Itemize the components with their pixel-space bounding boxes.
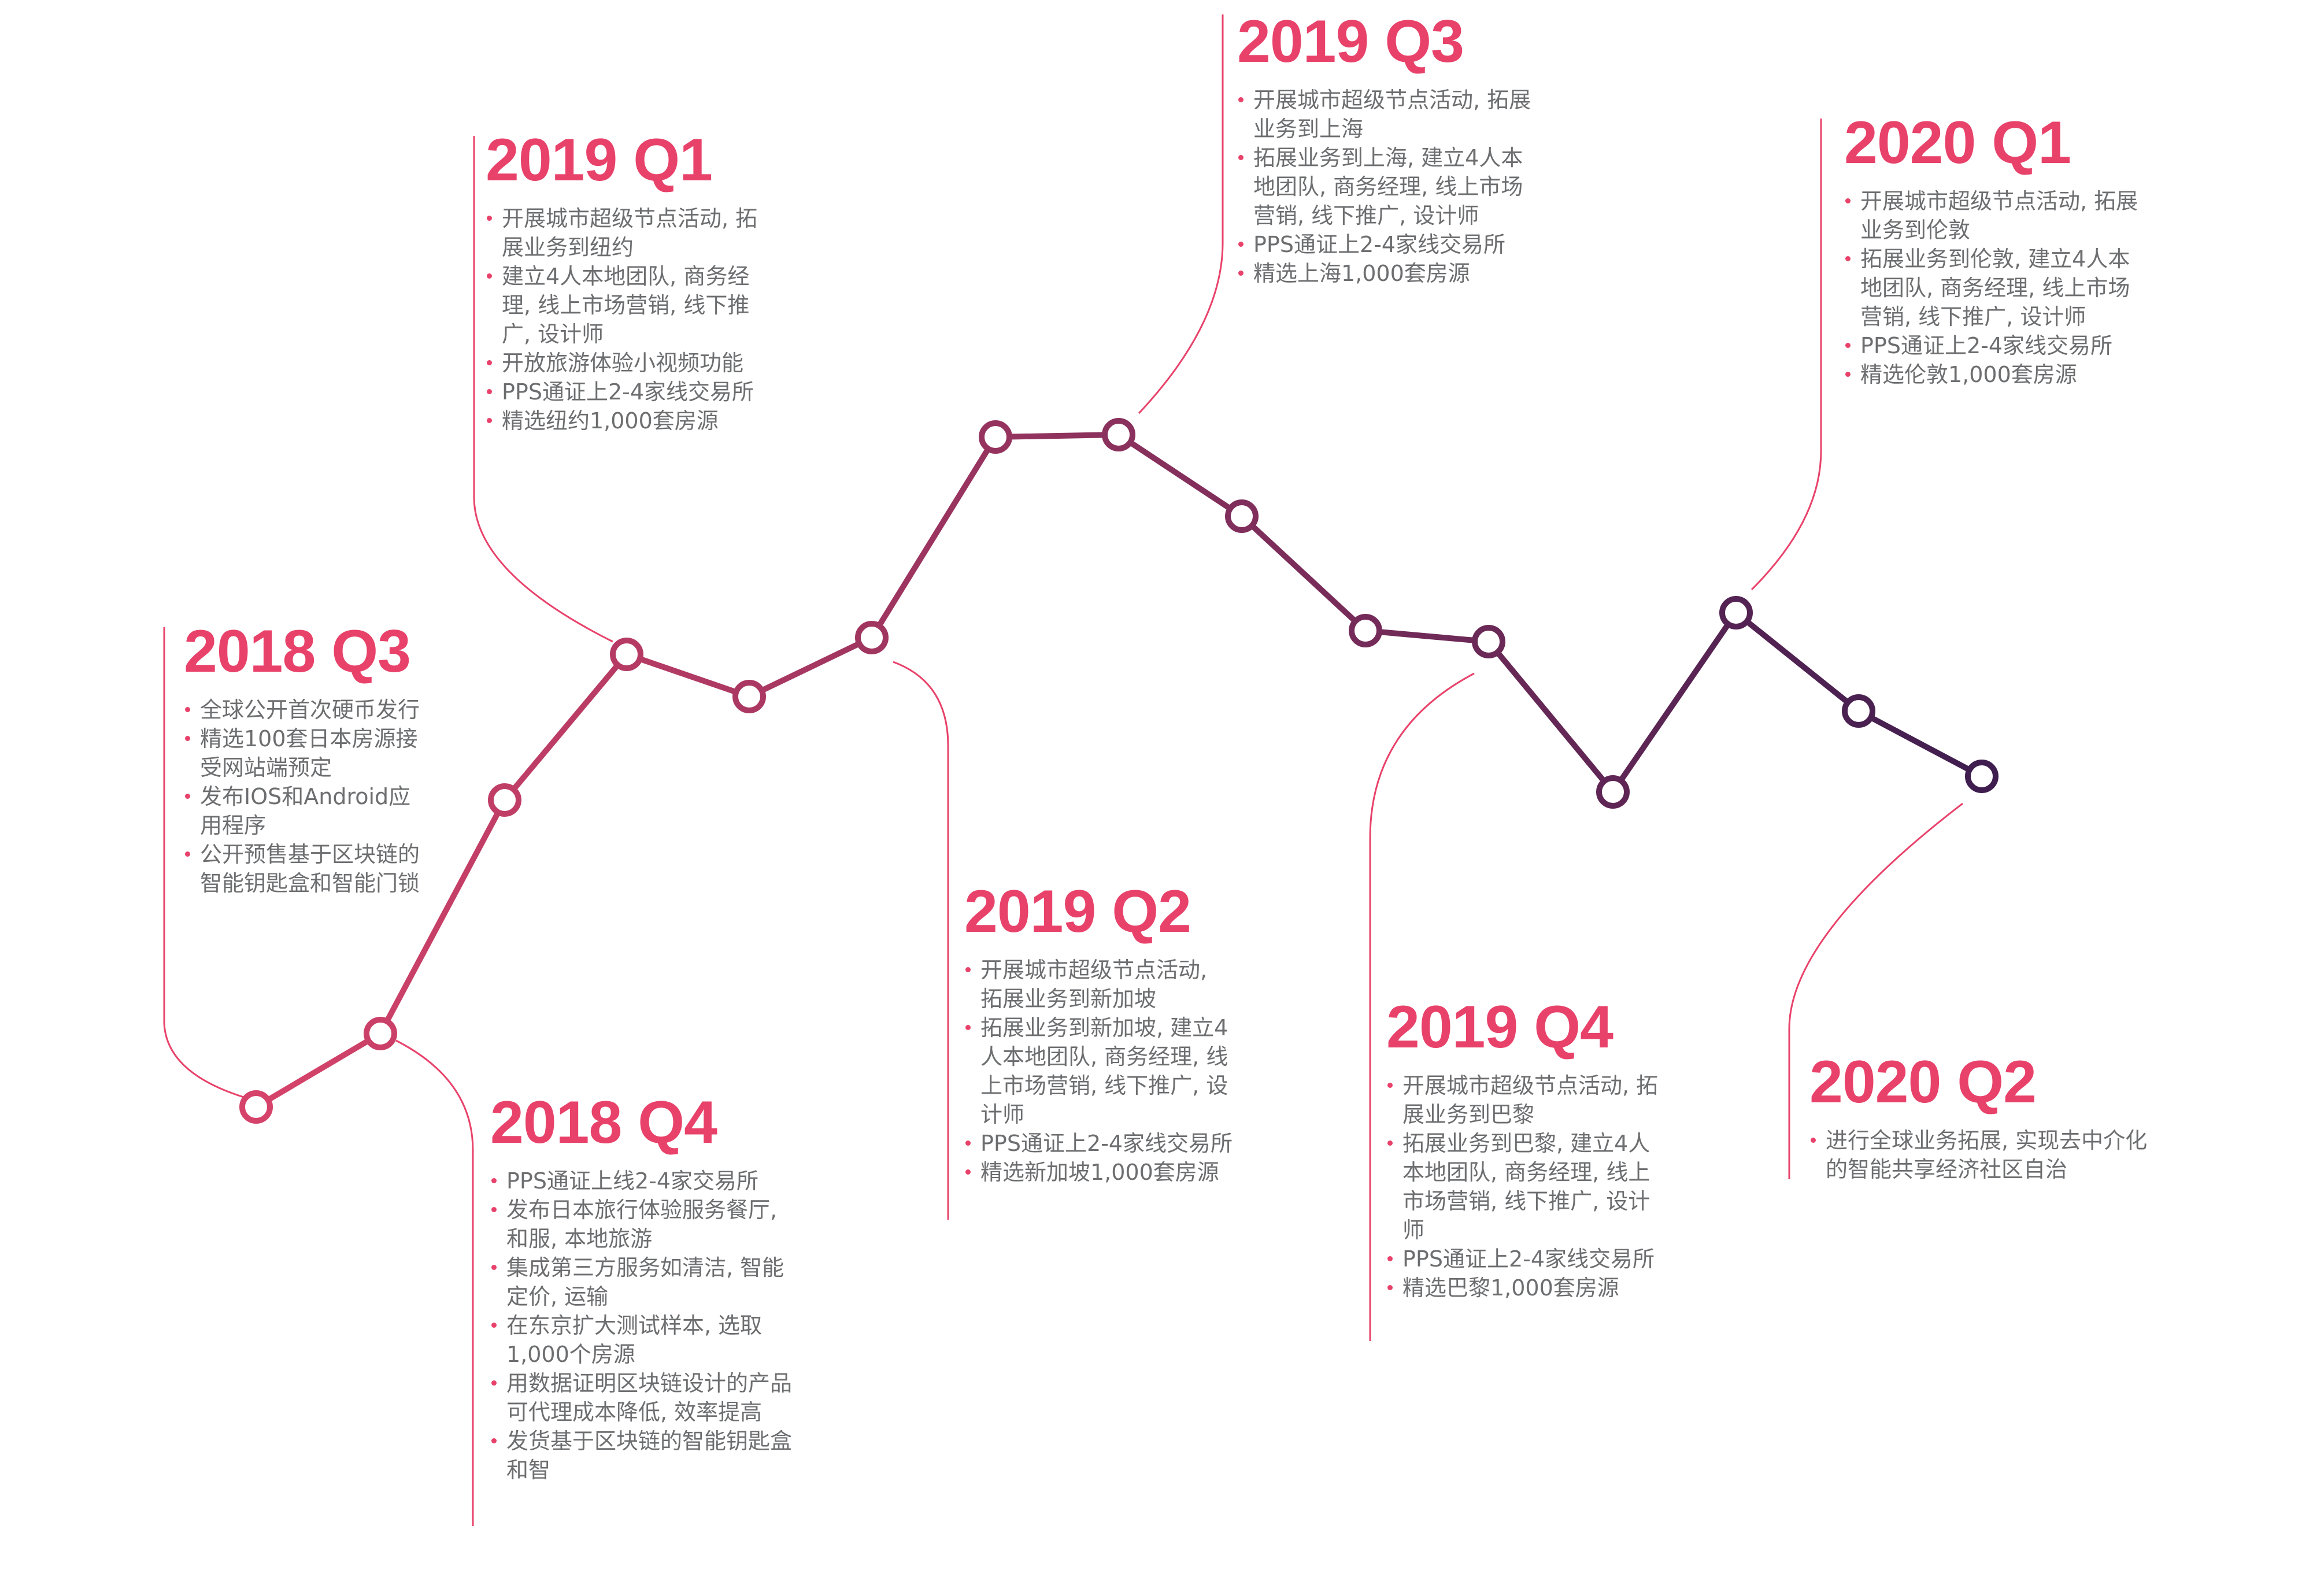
timeline-node xyxy=(610,638,643,671)
milestone-title: 2020 Q2 xyxy=(1809,1049,2037,1116)
list-item: 开展城市超级节点活动, 拓展业务到上海 xyxy=(1237,86,1538,143)
milestone-2018-q4: 2018 Q4 PPS通证上线2-4家交易所 发布日本旅行体验服务餐厅, 和服,… xyxy=(490,1093,802,1484)
milestone-2019-q4: 2019 Q4 开展城市超级节点活动, 拓展业务到巴黎 拓展业务到巴黎, 建立4… xyxy=(1386,997,1664,1302)
timeline-node xyxy=(1102,418,1135,451)
callout-connector xyxy=(1138,14,1224,414)
milestone-list: 开展城市超级节点活动, 拓展业务到伦敦 拓展业务到伦敦, 建立4人本地团队, 商… xyxy=(1844,187,2145,389)
list-item: 建立4人本地团队, 商务经理, 线上市场营销, 线下推广, 设计师 xyxy=(486,262,775,349)
list-item: 精选伦敦1,000套房源 xyxy=(1844,360,2145,389)
timeline-node xyxy=(364,1017,397,1050)
list-item: 精选纽约1,000套房源 xyxy=(486,406,775,435)
milestone-2019-q2: 2019 Q2 开展城市超级节点活动, 拓展业务到新加坡 拓展业务到新加坡, 建… xyxy=(964,882,1236,1187)
milestone-2020-q2: 2020 Q2 进行全球业务拓展, 实现去中介化的智能共享经济社区自治 xyxy=(1809,1052,2162,1184)
callout-connector xyxy=(1369,672,1475,1341)
milestone-list: 全球公开首次硬币发行 精选100套日本房源接受网站端预定 发布IOS和Andro… xyxy=(184,695,432,898)
list-item: 精选新加坡1,000套房源 xyxy=(964,1158,1236,1187)
list-item: 开放旅游体验小视频功能 xyxy=(486,349,775,377)
milestone-2019-q1: 2019 Q1 开展城市超级节点活动, 拓展业务到纽约 建立4人本地团队, 商务… xyxy=(486,130,775,435)
list-item: 精选上海1,000套房源 xyxy=(1237,259,1538,288)
list-item: 拓展业务到上海, 建立4人本地团队, 商务经理, 线上市场营销, 线下推广, 设… xyxy=(1237,143,1538,230)
timeline-node xyxy=(1349,614,1382,647)
list-item: 拓展业务到巴黎, 建立4人本地团队, 商务经理, 线上市场营销, 线下推广, 设… xyxy=(1386,1129,1664,1245)
list-item: PPS通证上2-4家线交易所 xyxy=(1237,230,1538,259)
list-item: 进行全球业务拓展, 实现去中介化的智能共享经济社区自治 xyxy=(1809,1126,2162,1184)
milestone-list: 进行全球业务拓展, 实现去中介化的智能共享经济社区自治 xyxy=(1809,1126,2162,1184)
timeline-node xyxy=(1719,596,1753,629)
milestone-title: 2019 Q2 xyxy=(964,878,1191,945)
milestone-title: 2019 Q4 xyxy=(1386,994,1613,1061)
list-item: 用数据证明区块链设计的产品可代理成本降低, 效率提高 xyxy=(490,1369,802,1427)
list-item: 开展城市超级节点活动, 拓展业务到巴黎 xyxy=(1386,1071,1664,1129)
list-item: PPS通证上线2-4家交易所 xyxy=(490,1167,802,1195)
list-item: 发货基于区块链的智能钥匙盒和智 xyxy=(490,1427,802,1484)
list-item: 精选巴黎1,000套房源 xyxy=(1386,1273,1664,1302)
timeline-node xyxy=(239,1090,273,1124)
milestone-title: 2019 Q3 xyxy=(1237,8,1464,75)
timeline-node xyxy=(1842,694,1875,728)
milestone-list: 开展城市超级节点活动, 拓展业务到巴黎 拓展业务到巴黎, 建立4人本地团队, 商… xyxy=(1386,1071,1664,1302)
timeline-node xyxy=(855,621,889,654)
timeline-node xyxy=(1472,625,1505,658)
list-item: PPS通证上2-4家线交易所 xyxy=(1844,331,2145,360)
callout-connector xyxy=(1751,119,1822,591)
milestone-title: 2019 Q1 xyxy=(486,127,713,194)
list-item: 在东京扩大测试样本, 选取1,000个房源 xyxy=(490,1311,802,1369)
list-item: 开展城市超级节点活动, 拓展业务到纽约 xyxy=(486,204,775,262)
timeline-node xyxy=(1596,775,1630,809)
milestone-2018-q3: 2018 Q3 全球公开首次硬币发行 精选100套日本房源接受网站端预定 发布I… xyxy=(184,621,432,898)
list-item: 公开预售基于区块链的智能钥匙盒和智能门锁 xyxy=(184,840,432,898)
list-item: PPS通证上2-4家线交易所 xyxy=(486,377,775,406)
list-item: 拓展业务到伦敦, 建立4人本地团队, 商务经理, 线上市场营销, 线下推广, 设… xyxy=(1844,245,2145,331)
callout-connector xyxy=(395,1039,474,1526)
milestone-list: PPS通证上线2-4家交易所 发布日本旅行体验服务餐厅, 和服, 本地旅游 集成… xyxy=(490,1167,802,1484)
milestone-list: 开展城市超级节点活动, 拓展业务到上海 拓展业务到上海, 建立4人本地团队, 商… xyxy=(1237,86,1538,288)
timeline-node xyxy=(732,680,766,713)
callout-connector xyxy=(163,627,256,1102)
list-item: PPS通证上2-4家线交易所 xyxy=(1386,1245,1664,1273)
timeline-node xyxy=(488,783,521,817)
callout-connectors xyxy=(163,14,1963,1526)
milestone-2020-q1: 2020 Q1 开展城市超级节点活动, 拓展业务到伦敦 拓展业务到伦敦, 建立4… xyxy=(1844,113,2145,389)
timeline-node xyxy=(979,420,1012,454)
list-item: 开展城市超级节点活动, 拓展业务到新加坡 xyxy=(964,956,1236,1013)
milestone-list: 开展城市超级节点活动, 拓展业务到纽约 建立4人本地团队, 商务经理, 线上市场… xyxy=(486,204,775,435)
list-item: PPS通证上2-4家线交易所 xyxy=(964,1129,1236,1158)
milestone-title: 2018 Q3 xyxy=(184,618,411,685)
list-item: 拓展业务到新加坡, 建立4人本地团队, 商务经理, 线上市场营销, 线下推广, … xyxy=(964,1013,1236,1129)
callout-connector xyxy=(893,661,949,1220)
callout-connector xyxy=(1788,802,1963,1179)
list-item: 全球公开首次硬币发行 xyxy=(184,695,432,724)
milestone-list: 开展城市超级节点活动, 拓展业务到新加坡 拓展业务到新加坡, 建立4人本地团队,… xyxy=(964,956,1236,1187)
list-item: 精选100套日本房源接受网站端预定 xyxy=(184,724,432,782)
milestone-title: 2020 Q1 xyxy=(1844,109,2071,176)
callout-connector xyxy=(473,136,613,643)
list-item: 发布IOS和Android应用程序 xyxy=(184,782,432,840)
timeline-nodes xyxy=(239,418,1999,1124)
list-item: 开展城市超级节点活动, 拓展业务到伦敦 xyxy=(1844,187,2145,245)
milestone-title: 2018 Q4 xyxy=(490,1089,717,1156)
timeline-node xyxy=(1225,499,1259,533)
milestone-2019-q3: 2019 Q3 开展城市超级节点活动, 拓展业务到上海 拓展业务到上海, 建立4… xyxy=(1237,12,1538,288)
list-item: 集成第三方服务如清洁, 智能定价, 运输 xyxy=(490,1253,802,1311)
timeline-node xyxy=(1965,760,1999,793)
list-item: 发布日本旅行体验服务餐厅, 和服, 本地旅游 xyxy=(490,1195,802,1253)
